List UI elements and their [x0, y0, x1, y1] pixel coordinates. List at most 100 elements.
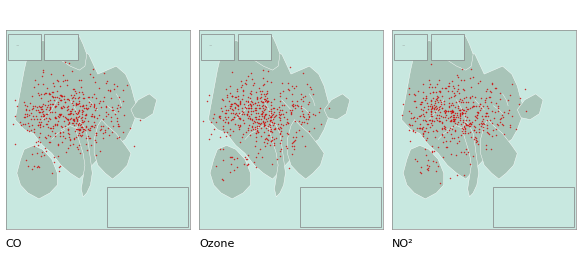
Point	[267, 118, 276, 122]
Point	[58, 94, 67, 98]
Point	[448, 109, 457, 113]
Point	[71, 91, 80, 96]
Point	[471, 140, 480, 144]
Point	[37, 119, 46, 123]
Point	[412, 159, 421, 163]
Point	[436, 98, 445, 102]
Point	[469, 104, 478, 108]
Text: Ozone: Ozone	[199, 239, 235, 249]
Point	[13, 104, 22, 108]
Point	[258, 120, 267, 124]
Point	[229, 112, 238, 116]
Point	[229, 168, 239, 172]
Point	[226, 162, 235, 166]
Point	[260, 114, 269, 118]
Point	[423, 158, 432, 162]
Point	[81, 106, 91, 110]
Point	[52, 89, 61, 93]
Point	[33, 143, 42, 147]
Point	[248, 117, 257, 121]
Point	[104, 88, 113, 92]
Point	[63, 128, 73, 132]
Point	[74, 114, 84, 118]
Point	[450, 93, 460, 97]
Point	[243, 109, 253, 113]
Point	[95, 99, 105, 103]
Point	[467, 94, 477, 98]
Point	[243, 126, 253, 130]
Point	[64, 132, 73, 136]
Point	[241, 81, 250, 85]
Point	[420, 129, 429, 133]
Point	[243, 96, 253, 100]
Point	[250, 120, 260, 124]
Point	[267, 139, 276, 143]
Point	[64, 120, 73, 124]
Point	[84, 94, 94, 99]
Point	[87, 124, 97, 128]
Point	[251, 126, 260, 131]
Point	[466, 135, 475, 139]
Point	[112, 84, 121, 88]
Point	[254, 117, 263, 121]
Point	[69, 93, 79, 98]
Point	[427, 102, 436, 106]
Point	[263, 128, 272, 132]
Point	[456, 78, 466, 83]
Point	[234, 125, 243, 129]
Point	[227, 102, 236, 106]
Point	[230, 122, 239, 126]
Point	[68, 112, 77, 116]
Point	[26, 117, 36, 121]
Polygon shape	[403, 145, 443, 199]
Point	[10, 114, 20, 118]
Point	[431, 85, 440, 89]
Point	[275, 154, 285, 158]
Point	[98, 136, 108, 140]
Point	[36, 105, 45, 109]
Point	[68, 121, 77, 125]
Point	[29, 144, 38, 148]
Point	[485, 89, 494, 93]
Point	[104, 133, 113, 137]
Point	[420, 118, 430, 122]
Point	[222, 95, 231, 99]
Point	[49, 155, 59, 159]
Point	[288, 140, 297, 144]
Point	[254, 117, 264, 121]
Point	[39, 153, 48, 157]
Polygon shape	[402, 40, 524, 179]
Point	[83, 119, 93, 123]
Point	[208, 116, 217, 120]
Point	[225, 84, 235, 88]
Point	[239, 109, 248, 114]
Point	[449, 94, 459, 98]
Point	[474, 126, 483, 131]
Point	[474, 122, 484, 126]
Point	[54, 169, 63, 173]
Point	[417, 127, 426, 131]
Point	[445, 139, 455, 144]
Point	[436, 89, 445, 93]
Point	[42, 112, 51, 116]
Point	[441, 118, 450, 122]
Point	[448, 101, 457, 105]
Point	[63, 107, 73, 111]
Point	[459, 150, 469, 154]
Point	[474, 111, 483, 115]
Point	[39, 113, 48, 117]
Point	[257, 95, 266, 99]
Point	[108, 124, 118, 128]
Point	[258, 103, 267, 107]
Point	[82, 148, 91, 152]
Point	[241, 82, 250, 86]
Point	[250, 144, 260, 148]
Point	[256, 134, 265, 138]
Point	[51, 115, 60, 119]
Point	[421, 96, 430, 100]
Point	[487, 121, 496, 125]
Point	[427, 106, 436, 110]
Point	[36, 125, 45, 129]
Point	[91, 138, 100, 142]
Point	[276, 129, 286, 133]
